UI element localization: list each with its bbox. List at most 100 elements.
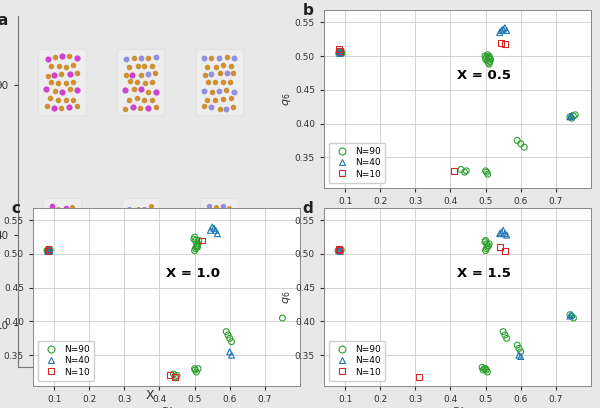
- Point: [482, 54, 491, 61]
- Point: [130, 328, 139, 335]
- Point: [336, 248, 346, 255]
- Point: [139, 247, 149, 253]
- Point: [335, 47, 344, 54]
- Point: [139, 206, 149, 213]
- Point: [567, 313, 577, 319]
- Point: [335, 247, 344, 253]
- Point: [61, 79, 71, 86]
- Point: [482, 367, 491, 373]
- Point: [484, 54, 493, 61]
- Point: [57, 226, 67, 232]
- Point: [221, 329, 230, 336]
- Point: [206, 54, 216, 61]
- Point: [47, 203, 56, 209]
- Point: [215, 70, 225, 77]
- Point: [479, 366, 489, 372]
- Point: [65, 226, 74, 233]
- Point: [499, 26, 508, 32]
- Bar: [122, 198, 160, 261]
- Point: [218, 203, 228, 209]
- Point: [205, 203, 214, 209]
- Point: [55, 247, 64, 253]
- Point: [485, 55, 494, 61]
- Point: [212, 333, 221, 339]
- Point: [50, 53, 60, 60]
- Point: [125, 205, 134, 212]
- Bar: [205, 298, 233, 352]
- Point: [44, 248, 54, 255]
- Point: [220, 304, 229, 310]
- Point: [220, 340, 230, 347]
- Point: [484, 60, 493, 66]
- Point: [497, 39, 506, 46]
- Point: [147, 79, 157, 86]
- Point: [67, 232, 76, 238]
- Point: [193, 366, 203, 372]
- Point: [223, 69, 232, 76]
- Legend: N=90, N=40, N=10: N=90, N=40, N=10: [38, 341, 94, 381]
- Point: [217, 310, 227, 317]
- Point: [497, 27, 506, 34]
- Text: X = 0.5: X = 0.5: [457, 69, 511, 82]
- Point: [64, 315, 73, 321]
- Point: [202, 63, 212, 70]
- Point: [337, 247, 346, 253]
- Point: [142, 240, 152, 247]
- Point: [221, 328, 231, 335]
- Point: [226, 95, 236, 101]
- Point: [72, 86, 82, 93]
- Point: [44, 247, 53, 253]
- Point: [136, 328, 145, 334]
- Point: [138, 310, 148, 316]
- Point: [226, 62, 236, 69]
- Point: [50, 240, 60, 246]
- Point: [223, 54, 232, 60]
- Point: [520, 144, 529, 151]
- Point: [54, 62, 64, 69]
- Point: [226, 219, 235, 226]
- Point: [203, 97, 212, 103]
- Point: [41, 86, 51, 92]
- Point: [141, 315, 151, 321]
- Point: [50, 213, 60, 219]
- Point: [57, 53, 67, 60]
- Point: [214, 225, 224, 232]
- Point: [208, 240, 217, 246]
- Point: [206, 71, 216, 78]
- Bar: [48, 298, 76, 352]
- Point: [129, 54, 139, 61]
- Point: [140, 63, 149, 70]
- Point: [221, 86, 231, 93]
- Point: [569, 113, 578, 120]
- Point: [208, 329, 218, 336]
- Point: [512, 137, 522, 144]
- Point: [143, 89, 153, 95]
- Point: [221, 106, 231, 112]
- Point: [569, 315, 578, 322]
- Point: [203, 78, 213, 85]
- Point: [61, 97, 71, 104]
- Point: [130, 226, 139, 233]
- Point: [120, 87, 130, 94]
- Point: [218, 335, 227, 341]
- Point: [72, 55, 82, 62]
- Point: [60, 218, 70, 225]
- Point: [502, 335, 511, 341]
- Point: [63, 329, 73, 336]
- Point: [125, 97, 134, 104]
- Legend: N=90, N=40, N=10: N=90, N=40, N=10: [329, 143, 385, 183]
- Point: [218, 79, 227, 85]
- Point: [211, 63, 221, 70]
- Point: [481, 168, 490, 174]
- Point: [211, 321, 221, 328]
- Point: [125, 233, 134, 239]
- Point: [194, 237, 203, 244]
- Point: [218, 62, 228, 69]
- Point: [45, 248, 55, 255]
- Text: c: c: [11, 201, 20, 216]
- Point: [67, 218, 77, 224]
- Point: [54, 334, 64, 341]
- Point: [334, 247, 344, 253]
- Point: [221, 241, 231, 247]
- Point: [45, 95, 55, 102]
